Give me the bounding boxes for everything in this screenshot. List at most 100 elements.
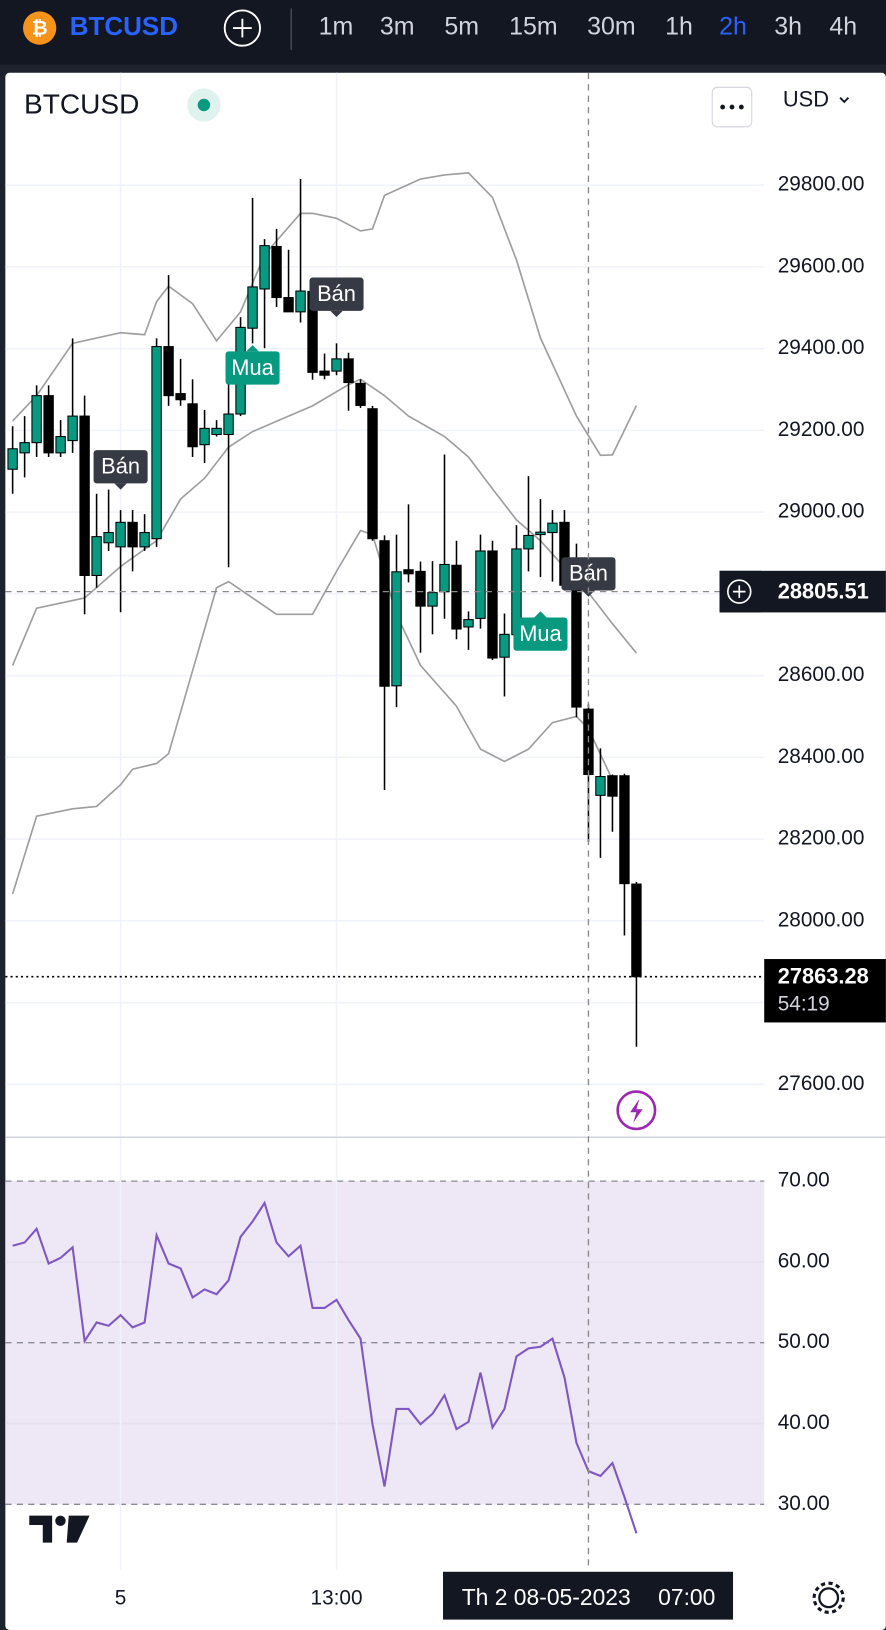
currency-chevron[interactable] <box>839 97 850 104</box>
y-tick-label: 29000.00 <box>778 500 865 523</box>
candle-body <box>487 550 498 659</box>
candle-body <box>535 531 546 536</box>
x-tick-label: 13:00 <box>311 1586 363 1609</box>
crosshair-time: 07:00 <box>658 1584 715 1610</box>
y-tick-label: 29400.00 <box>778 336 865 359</box>
candle-body <box>607 775 618 797</box>
signal-label: Mua <box>519 621 562 646</box>
bollinger-band <box>11 529 614 895</box>
last-price-label: 27863.28 <box>778 964 869 989</box>
candle-body <box>319 370 330 376</box>
signal-pointer <box>330 310 343 318</box>
candle-body <box>547 522 558 534</box>
alert-icon[interactable] <box>616 1090 657 1131</box>
candle-body <box>499 633 510 658</box>
y-tick-label: 27600.00 <box>778 1072 865 1095</box>
more-button[interactable] <box>711 86 753 128</box>
rsi-line <box>12 1200 638 1534</box>
signal-label: Mua <box>231 355 274 380</box>
timeframe-button[interactable]: 1m <box>319 13 354 41</box>
timeframe-button[interactable]: 30m <box>587 13 636 41</box>
candle-body <box>7 448 18 470</box>
toolbar <box>0 0 886 65</box>
signal-pointer <box>114 483 127 490</box>
candle-body <box>403 569 414 575</box>
currency-selector[interactable]: USD <box>783 87 829 112</box>
crosshair-date: Th 2 08-05-2023 <box>462 1584 631 1610</box>
rsi-tick-label: 60.00 <box>778 1249 830 1272</box>
settings-button[interactable] <box>812 1581 845 1614</box>
signal-label: Bán <box>101 454 140 479</box>
timeframe-button[interactable]: 1h <box>665 13 693 41</box>
signal-box <box>93 450 148 484</box>
add-symbol-button[interactable] <box>223 9 261 47</box>
candle-body <box>31 395 42 444</box>
candle-body <box>115 521 126 548</box>
add-alert-icon[interactable] <box>727 579 752 604</box>
candle-body <box>127 521 138 548</box>
candle-body <box>19 442 30 454</box>
crosshair-price-label: 28805.51 <box>778 578 869 603</box>
y-tick-label: 28000.00 <box>778 908 865 931</box>
candle-body <box>463 619 474 628</box>
timeframe-button[interactable]: 3m <box>380 13 415 41</box>
candle-body <box>343 358 354 384</box>
candle-body <box>295 290 306 313</box>
rsi-tick-label: 40.00 <box>778 1411 830 1434</box>
signal-box <box>561 557 616 591</box>
candle-body <box>79 415 90 576</box>
candle-body <box>331 358 342 372</box>
btc-icon <box>23 11 57 45</box>
candle-body <box>439 563 450 593</box>
timeframe-button[interactable]: 2h <box>719 13 747 41</box>
y-tick-label: 28600.00 <box>778 663 865 686</box>
candle-body <box>247 286 258 329</box>
y-tick-label: 29200.00 <box>778 418 865 441</box>
signal-pointer <box>246 345 259 352</box>
timeframe-button[interactable]: 3h <box>774 13 802 41</box>
candle-body <box>595 776 606 796</box>
candle-body <box>139 532 150 548</box>
timeframe-button[interactable]: 4h <box>829 13 857 41</box>
candle-body <box>175 393 186 401</box>
candle-body <box>451 564 462 630</box>
candle-body <box>199 427 210 446</box>
candle-body <box>259 245 270 290</box>
candle-body <box>379 540 390 687</box>
timeframe-button[interactable]: 5m <box>444 13 479 41</box>
candle-body <box>211 427 222 435</box>
candle-body <box>475 550 486 619</box>
countdown-label: 54:19 <box>778 992 830 1015</box>
y-tick-label: 28200.00 <box>778 827 865 850</box>
tv-logo <box>29 1515 90 1543</box>
candle-body <box>223 413 234 435</box>
bollinger-band <box>12 172 638 457</box>
rsi-tick-label: 50.00 <box>778 1330 830 1353</box>
candle-body <box>283 297 294 313</box>
rsi-tick-label: 70.00 <box>778 1169 830 1192</box>
candle-body <box>427 592 438 607</box>
bollinger-band <box>11 378 638 666</box>
signal-pointer <box>534 611 547 618</box>
signal-box <box>309 277 364 311</box>
candle-body <box>67 415 78 442</box>
candle-body <box>91 536 102 576</box>
candle-body <box>55 435 66 454</box>
candle-body <box>103 532 114 544</box>
signal-box <box>513 617 568 651</box>
last-price-box <box>764 959 886 1023</box>
add-alert-plus[interactable] <box>733 585 746 598</box>
candle-body <box>367 408 378 540</box>
candle-body <box>355 382 366 406</box>
candle-body <box>271 245 282 299</box>
rsi-tick-label: 30.00 <box>778 1492 830 1515</box>
toolbar-symbol[interactable]: BTCUSD <box>70 11 178 41</box>
y-tick-label: 29800.00 <box>778 173 865 196</box>
candle-body <box>163 346 174 397</box>
btc-glyph: ₿ <box>32 17 48 39</box>
timeframe-button[interactable]: 15m <box>509 13 558 41</box>
candle-body <box>151 346 162 540</box>
candle-body <box>415 570 426 607</box>
